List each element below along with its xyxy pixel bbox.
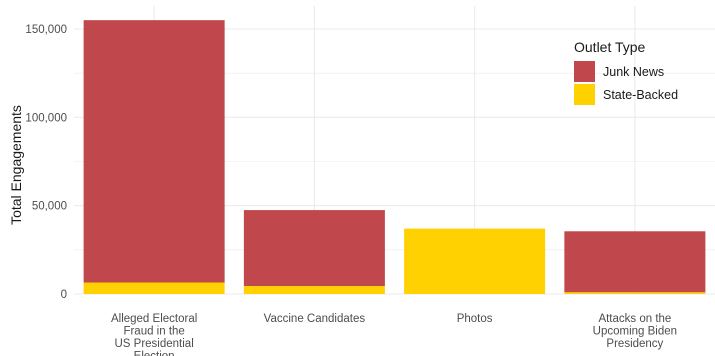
y-axis: 0 50,000 100,000 150,000 <box>25 24 67 301</box>
x-category-label: Alleged Electoral Fraud in the US Presiden… <box>111 313 197 356</box>
bar-junk-news <box>564 231 706 293</box>
x-category-label: Photos <box>457 313 493 325</box>
y-tick-label: 50,000 <box>32 201 67 213</box>
bar-junk-news <box>83 20 225 283</box>
legend: Outlet Type Junk News State-Backed <box>574 39 678 105</box>
y-tick-label: 100,000 <box>25 112 67 124</box>
legend-swatch <box>574 84 595 105</box>
bar-state-backed <box>564 292 706 294</box>
bar-state-backed <box>243 286 385 294</box>
legend-swatch <box>574 61 595 82</box>
bars <box>83 20 706 294</box>
legend-label: Junk News <box>603 65 664 79</box>
y-axis-title: Total Engagements <box>8 105 24 225</box>
y-tick-label: 150,000 <box>25 24 67 36</box>
y-tick-label: 0 <box>61 289 67 301</box>
legend-title: Outlet Type <box>574 39 646 55</box>
legend-label: State-Backed <box>603 88 678 102</box>
bar-junk-news <box>243 210 385 287</box>
x-category-label: Attacks on the Upcoming Biden Presidency <box>593 313 677 350</box>
bar-state-backed <box>404 228 546 294</box>
bar-state-backed <box>83 282 225 294</box>
x-axis: Alleged Electoral Fraud in the US Presiden… <box>111 313 677 356</box>
x-category-label: Vaccine Candidates <box>264 313 366 325</box>
